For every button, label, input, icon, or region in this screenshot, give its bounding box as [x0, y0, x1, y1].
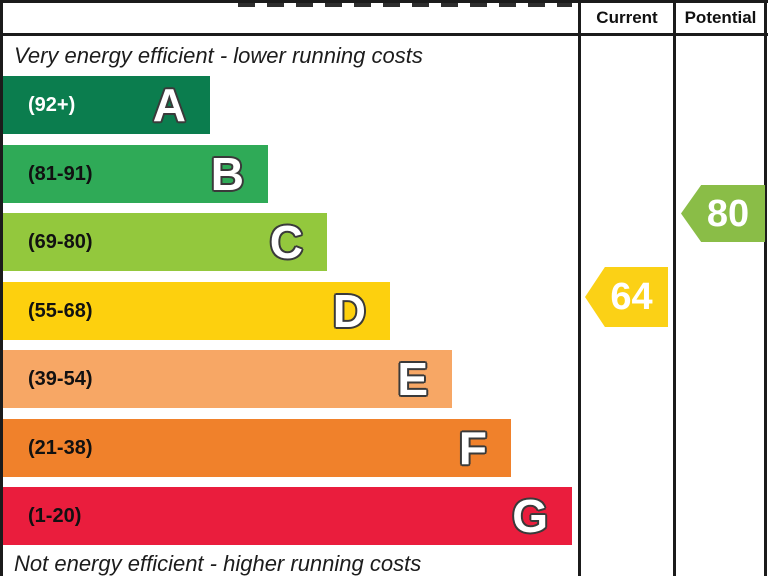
band-letter: D [332, 285, 366, 337]
band-letter: A [152, 79, 186, 131]
potential-rating-value: 80 [706, 192, 750, 235]
band-D: (55-68) D [3, 282, 390, 340]
header-separator-line [0, 33, 768, 36]
band-letter: B [210, 148, 244, 200]
band-G: (1-20) G [3, 487, 572, 545]
band-F: (21-38) F [3, 419, 511, 477]
current-column-divider [578, 0, 581, 576]
band-B: (81-91) B [3, 145, 268, 203]
bottom-caption: Not energy efficient - higher running co… [14, 551, 422, 576]
band-range-label: (39-54) [28, 367, 93, 390]
band-range-label: (92+) [28, 93, 76, 116]
cropped-title-remnant-decoration [238, 3, 572, 7]
band-letter: E [397, 353, 428, 405]
current-column-header: Current [596, 8, 658, 27]
potential-rating-arrow: 80 [681, 185, 765, 242]
left-border-line [0, 0, 3, 576]
band-range-label: (69-80) [28, 230, 93, 253]
potential-column-divider [673, 0, 676, 576]
band-range-label: (81-91) [28, 162, 93, 185]
band-letter: F [458, 422, 487, 474]
band-range-label: (1-20) [28, 504, 82, 527]
current-rating-value: 64 [610, 276, 653, 318]
current-rating-arrow: 64 [585, 267, 668, 327]
band-letter: C [269, 216, 303, 268]
potential-column-header: Potential [684, 8, 757, 27]
band-E: (39-54) E [3, 350, 452, 408]
right-border-line [764, 0, 767, 576]
top-caption: Very energy efficient - lower running co… [14, 43, 423, 68]
band-C: (69-80) C [3, 213, 327, 271]
band-range-label: (21-38) [28, 436, 93, 459]
band-letter: G [512, 490, 548, 542]
band-A: (92+) A [3, 76, 210, 134]
top-border-line [0, 0, 768, 3]
band-range-label: (55-68) [28, 299, 93, 322]
